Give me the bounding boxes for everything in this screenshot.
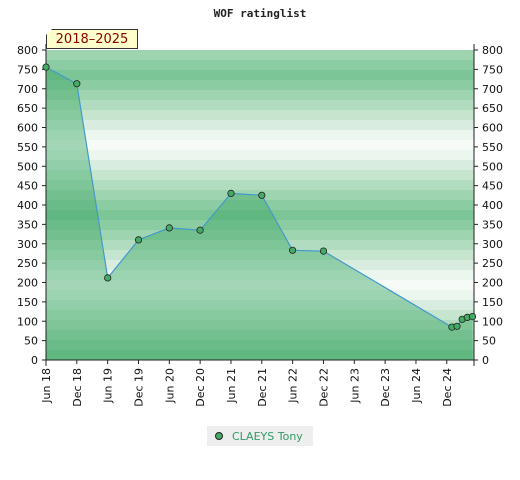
y-tick-label-right: 650	[482, 102, 503, 115]
data-point	[468, 312, 477, 321]
background-band	[46, 210, 474, 220]
x-tick-label: Dec 18	[71, 368, 84, 407]
y-tick-label-left: 500	[17, 160, 38, 173]
background-band	[46, 70, 474, 80]
data-point	[73, 80, 81, 88]
y-tick-label-left: 200	[17, 277, 38, 290]
x-tick-label: Jun 22	[287, 368, 300, 404]
y-tick-label-left: 600	[17, 122, 38, 135]
y-tick-label-left: 150	[17, 296, 38, 309]
y-tick-label-left: 100	[17, 315, 38, 328]
x-tick-label: Jun 23	[348, 368, 361, 404]
background-band	[46, 150, 474, 160]
background-band	[46, 220, 474, 230]
data-point	[453, 322, 461, 330]
data-point	[319, 247, 328, 255]
y-tick-label-right: 50	[482, 335, 496, 348]
background-band	[46, 320, 474, 330]
y-tick-label-right: 700	[482, 83, 503, 96]
y-tick-label-left: 0	[31, 354, 38, 367]
x-tick-label: Dec 24	[441, 368, 454, 407]
background-band	[46, 290, 474, 300]
x-tick-label: Jun 19	[102, 368, 115, 404]
background-band	[46, 160, 474, 170]
background-band	[46, 60, 474, 70]
y-tick-label-left: 350	[17, 218, 38, 231]
background-band	[46, 170, 474, 180]
legend-marker-icon	[215, 432, 223, 440]
data-point	[227, 189, 235, 197]
background-band	[46, 330, 474, 340]
data-point	[165, 224, 173, 232]
y-tick-label-left: 50	[24, 335, 38, 348]
y-tick-label-right: 250	[482, 257, 503, 270]
background-band	[46, 100, 474, 110]
y-tick-label-left: 300	[17, 238, 38, 251]
background-band	[46, 200, 474, 210]
data-point	[288, 246, 297, 254]
background-band	[46, 230, 474, 240]
x-tick-label: Jun 18	[40, 368, 53, 404]
y-tick-label-left: 450	[17, 180, 38, 193]
background-band	[46, 240, 474, 250]
period-label: 2018–2025	[46, 29, 138, 49]
y-tick-label-right: 600	[482, 122, 503, 135]
y-tick-label-right: 150	[482, 296, 503, 309]
x-tick-label: Jun 21	[225, 368, 238, 404]
y-tick-label-right: 300	[482, 238, 503, 251]
data-point	[258, 191, 266, 199]
background-band	[46, 250, 474, 260]
background-band	[46, 140, 474, 150]
background-band	[46, 130, 474, 140]
data-point	[42, 63, 50, 71]
y-tick-label-left: 800	[17, 44, 38, 57]
data-point	[196, 226, 204, 234]
y-tick-label-right: 400	[482, 199, 503, 212]
x-tick-label: Jun 24	[410, 368, 423, 404]
background-band	[46, 110, 474, 120]
chart-title: WOF ratinglist	[214, 7, 307, 20]
background-band	[46, 280, 474, 290]
background-band	[46, 350, 474, 360]
y-tick-label-right: 800	[482, 44, 503, 57]
x-tick-label: Dec 20	[194, 368, 207, 407]
background-band	[46, 90, 474, 100]
y-tick-label-right: 750	[482, 63, 503, 76]
x-tick-label: Dec 19	[132, 368, 145, 407]
background-band	[46, 260, 474, 270]
y-tick-label-left: 550	[17, 141, 38, 154]
y-tick-label-right: 500	[482, 160, 503, 173]
background-band	[46, 340, 474, 350]
background-band	[46, 270, 474, 280]
background-band	[46, 300, 474, 310]
background-band	[46, 120, 474, 130]
x-tick-label: Dec 21	[256, 368, 269, 407]
background-band	[46, 50, 474, 60]
y-tick-label-left: 400	[17, 199, 38, 212]
background-band	[46, 180, 474, 190]
y-tick-label-right: 450	[482, 180, 503, 193]
background-band	[46, 80, 474, 90]
y-tick-label-left: 700	[17, 83, 38, 96]
y-tick-label-left: 250	[17, 257, 38, 270]
y-tick-label-right: 200	[482, 277, 503, 290]
y-tick-label-right: 350	[482, 218, 503, 231]
data-point	[104, 274, 112, 282]
y-tick-label-left: 650	[17, 102, 38, 115]
points-layer	[42, 63, 477, 331]
legend[interactable]: CLAEYS Tony	[207, 426, 313, 446]
y-tick-label-right: 100	[482, 315, 503, 328]
y-tick-label-right: 0	[482, 354, 489, 367]
x-tick-label: Dec 22	[317, 368, 330, 407]
y-tick-label-right: 550	[482, 141, 503, 154]
rating-area	[46, 67, 473, 360]
x-tick-label: Jun 20	[163, 368, 176, 404]
legend-label: CLAEYS Tony	[232, 429, 303, 443]
y-tick-label-left: 750	[17, 63, 38, 76]
data-point	[134, 236, 143, 244]
axes: 0 0 50 50 100 100 150 150 200 200 250 250 300 300 350 3…	[17, 44, 503, 407]
x-tick-label: Dec 23	[379, 368, 392, 407]
background-band	[46, 310, 474, 320]
